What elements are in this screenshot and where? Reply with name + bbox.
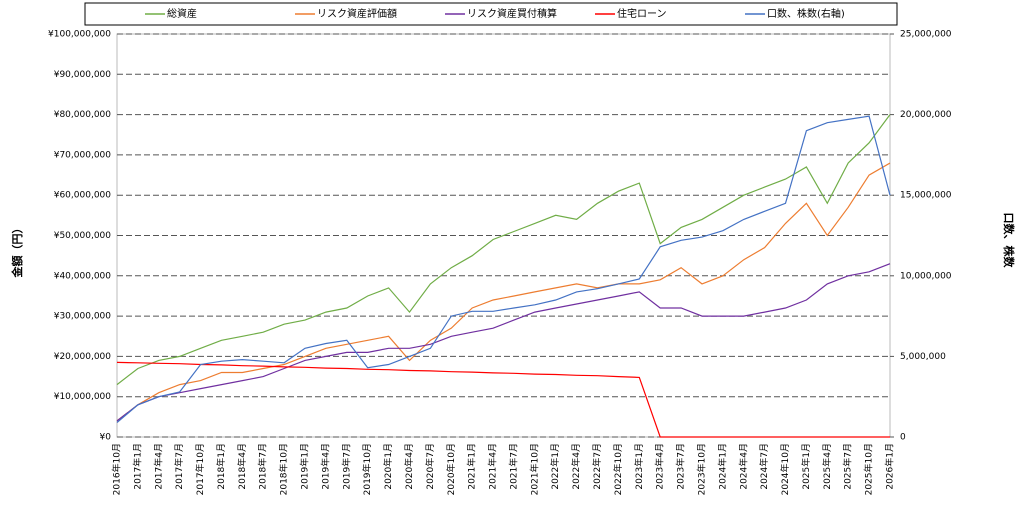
y-tick-label: ¥100,000,000	[48, 30, 111, 40]
y-tick-label: ¥40,000,000	[54, 271, 112, 281]
x-tick-label: 2021年4月	[487, 443, 499, 490]
x-tick-label: 2017年1月	[131, 443, 143, 490]
x-tick-label: 2018年4月	[236, 443, 248, 490]
x-tick-label: 2023年7月	[675, 443, 687, 490]
y-tick-label: ¥10,000,000	[54, 392, 112, 402]
y-tick-label: ¥90,000,000	[54, 70, 112, 80]
x-tick-label: 2025年10月	[863, 443, 875, 495]
x-tick-label: 2025年4月	[821, 443, 833, 490]
x-tick-label: 2017年7月	[173, 443, 185, 490]
legend-label: リスク資産買付積算	[467, 7, 557, 20]
y-tick-label: ¥30,000,000	[54, 312, 112, 322]
x-tick-label: 2017年4月	[152, 443, 164, 490]
x-tick-label: 2022年4月	[570, 443, 582, 490]
x-tick-label: 2024年10月	[779, 443, 791, 495]
x-tick-label: 2020年10月	[445, 443, 457, 495]
x-tick-label: 2020年7月	[424, 443, 436, 490]
legend-label: リスク資産評価額	[317, 7, 397, 20]
x-tick-label: 2025年1月	[800, 443, 812, 490]
y2-axis-title: 口数、株数	[1002, 213, 1016, 269]
y2-tick-label: 15,000,000	[900, 191, 952, 201]
series-line	[116, 263, 891, 422]
x-tick-label: 2024年4月	[737, 443, 749, 490]
y-tick-label: ¥50,000,000	[54, 231, 112, 241]
legend-label: 総資産	[167, 7, 197, 20]
legend-label: 口数、株数(右軸)	[767, 7, 845, 20]
series-line	[116, 162, 891, 422]
x-tick-label: 2021年10月	[528, 443, 540, 495]
x-tick-label: 2017年10月	[194, 443, 206, 495]
x-tick-label: 2024年7月	[758, 443, 770, 490]
y2-tick-label: 0	[900, 433, 906, 443]
y-tick-label: ¥70,000,000	[54, 150, 112, 160]
x-tick-label: 2019年7月	[340, 443, 352, 490]
x-tick-label: 2021年1月	[466, 443, 478, 490]
legend-box	[84, 2, 898, 26]
x-tick-label: 2020年4月	[403, 443, 415, 490]
x-tick-label: 2019年4月	[319, 443, 331, 490]
x-tick-label: 2026年1月	[884, 443, 896, 490]
y-tick-label: ¥60,000,000	[54, 191, 112, 201]
series-line	[116, 361, 890, 438]
x-tick-label: 2020年1月	[382, 443, 394, 490]
y-axis-title: 金額（円）	[10, 223, 24, 279]
legend-label: 住宅ローン	[617, 7, 667, 20]
x-tick-label: 2023年10月	[695, 443, 707, 495]
y-tick-label: ¥0	[100, 433, 112, 443]
y2-tick-label: 25,000,000	[900, 30, 952, 40]
x-tick-label: 2018年10月	[278, 443, 290, 495]
series-line	[116, 114, 891, 386]
y2-tick-label: 10,000,000	[900, 271, 952, 281]
x-tick-label: 2021年7月	[507, 443, 519, 490]
y-tick-label: ¥80,000,000	[54, 110, 112, 120]
y2-tick-label: 20,000,000	[900, 110, 952, 120]
x-tick-label: 2022年7月	[591, 443, 603, 490]
x-tick-label: 2024年1月	[716, 443, 728, 490]
y2-tick-label: 5,000,000	[900, 352, 946, 362]
x-tick-label: 2019年10月	[361, 443, 373, 495]
x-tick-label: 2022年1月	[549, 443, 561, 490]
x-tick-label: 2022年10月	[612, 443, 624, 495]
x-tick-label: 2018年1月	[215, 443, 227, 490]
x-tick-label: 2018年7月	[257, 443, 269, 490]
series-line	[116, 115, 891, 423]
y-tick-label: ¥20,000,000	[54, 352, 112, 362]
x-tick-label: 2023年4月	[654, 443, 666, 490]
x-tick-label: 2025年7月	[842, 443, 854, 490]
x-tick-label: 2016年10月	[111, 443, 123, 495]
x-tick-label: 2023年1月	[633, 443, 645, 490]
x-tick-label: 2019年1月	[299, 443, 311, 490]
